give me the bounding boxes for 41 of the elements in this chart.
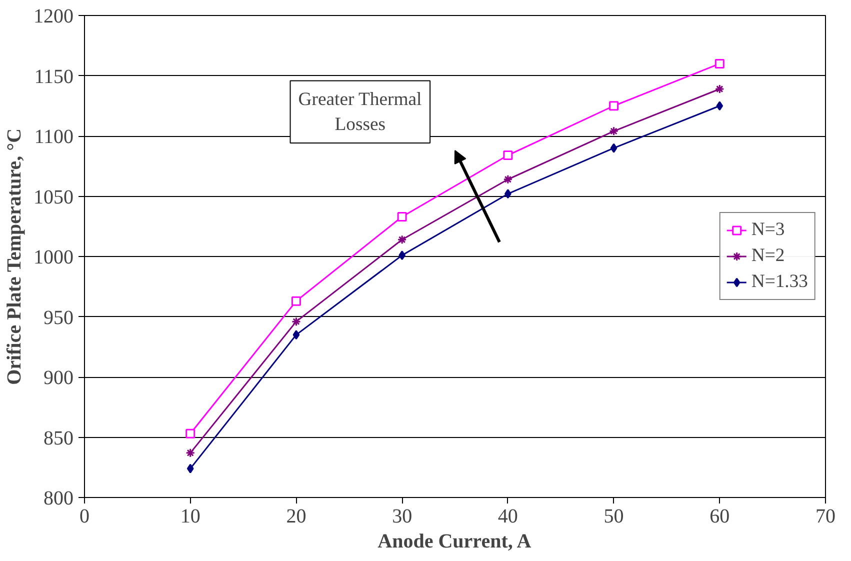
x-axis-title: Anode Current, A bbox=[378, 530, 532, 552]
y-tick-label: 1200 bbox=[34, 6, 74, 28]
x-tick-label: 20 bbox=[286, 506, 306, 528]
y-tick-label: 1100 bbox=[34, 126, 74, 148]
legend-label: N=2 bbox=[751, 245, 785, 267]
point bbox=[291, 316, 301, 326]
point bbox=[292, 330, 300, 340]
point bbox=[714, 58, 724, 68]
y-tick-label: 900 bbox=[44, 367, 74, 389]
annotation: Greater Thermal Losses bbox=[298, 88, 422, 135]
point bbox=[504, 189, 512, 199]
point bbox=[503, 150, 513, 160]
point bbox=[610, 143, 618, 153]
y-tick-label: 1150 bbox=[34, 66, 74, 88]
x-tick-label: 0 bbox=[80, 506, 90, 528]
y-axis-title: Orifice Plate Temperature, °C bbox=[4, 128, 26, 385]
x-tick-label: 70 bbox=[816, 506, 836, 528]
y-tick-label: 950 bbox=[44, 306, 74, 329]
x-tick-label: 50 bbox=[604, 506, 624, 528]
point bbox=[186, 464, 194, 474]
point bbox=[397, 234, 407, 244]
legend-label: N=3 bbox=[751, 219, 785, 241]
point bbox=[397, 212, 407, 222]
y-tick-label: 1000 bbox=[34, 246, 74, 268]
y-tick-label: 800 bbox=[44, 488, 74, 510]
y-tick-label: 1050 bbox=[34, 186, 74, 208]
point bbox=[291, 296, 301, 306]
y-tick-label: 850 bbox=[44, 427, 74, 450]
point bbox=[714, 84, 724, 94]
point bbox=[609, 126, 619, 136]
x-tick-label: 60 bbox=[710, 506, 730, 528]
x-tick-label: 40 bbox=[498, 506, 518, 528]
point bbox=[609, 101, 619, 111]
x-tick-label: 30 bbox=[392, 506, 412, 528]
point bbox=[503, 174, 513, 184]
point bbox=[398, 250, 406, 260]
point bbox=[716, 101, 724, 111]
x-tick-label: 10 bbox=[180, 506, 200, 528]
point bbox=[186, 428, 196, 438]
point bbox=[186, 448, 196, 458]
legend-label: N=1.33 bbox=[751, 271, 808, 293]
